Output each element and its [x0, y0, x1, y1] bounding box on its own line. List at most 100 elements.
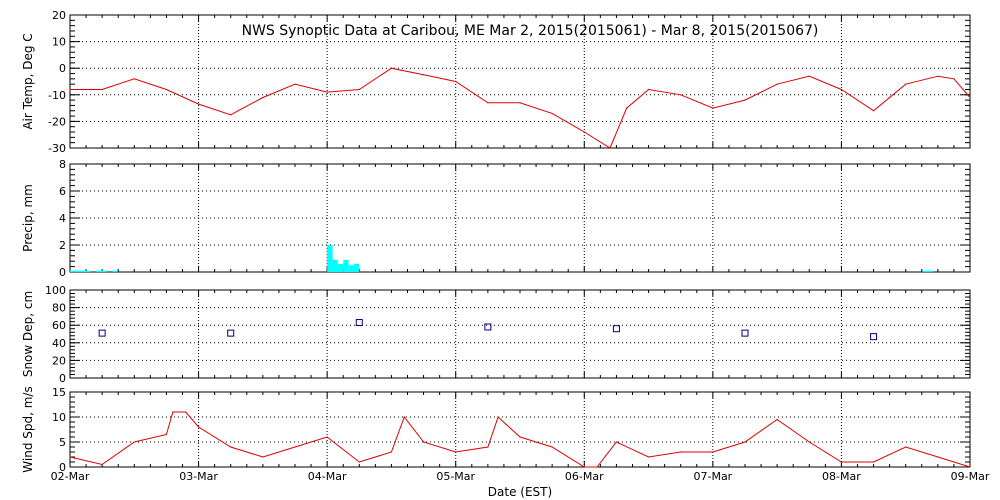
snow-depth-point: [484, 323, 492, 331]
data-point: [101, 463, 103, 466]
data-point: [69, 456, 71, 458]
snow-depth-point: [741, 329, 749, 337]
data-point: [808, 441, 810, 443]
data-point: [872, 461, 875, 463]
data-point: [872, 110, 875, 112]
data-point: [596, 466, 598, 468]
data-point: [905, 446, 907, 448]
data-point: [390, 451, 393, 453]
data-point: [230, 446, 232, 448]
data-point: [680, 451, 682, 453]
snow-depth-point: [355, 319, 363, 327]
x-axis-label: Date (EST): [488, 485, 552, 499]
data-point: [615, 441, 618, 443]
data-point: [487, 446, 489, 448]
y-axis-label: Snow Dep, cm: [21, 291, 35, 377]
data-point: [422, 74, 425, 76]
data-point: [712, 107, 714, 109]
data-point: [358, 88, 360, 91]
data-point: [455, 451, 457, 453]
data-point: [133, 78, 135, 80]
data-point: [744, 99, 746, 101]
data-point: [776, 418, 778, 421]
panel-4: 0 5 10 15 Wind Spd, m/s: [21, 386, 971, 474]
y-tick-label: 40: [52, 337, 66, 350]
data-point: [647, 456, 650, 458]
y-tick-label: 0: [59, 372, 66, 385]
data-point: [172, 411, 174, 413]
data-point: [294, 446, 296, 448]
x-tick-label: 07-Mar: [693, 470, 732, 483]
data-point: [609, 147, 611, 149]
data-point: [133, 441, 135, 443]
data-point: [294, 83, 296, 85]
snow-depth-point: [98, 329, 106, 337]
data-point: [403, 416, 405, 418]
data-point: [487, 102, 489, 104]
data-point: [197, 103, 200, 105]
precip-bar: [922, 270, 933, 272]
data-point: [969, 96, 971, 99]
y-tick-label: 20: [52, 9, 66, 22]
series-line: [70, 67, 971, 149]
y-tick-label: 2: [59, 239, 66, 252]
snow-depth-point: [870, 333, 878, 341]
data-point: [744, 441, 746, 443]
panel-2: 0 2 4 6 8 Precip, mm: [21, 158, 971, 279]
y-tick-label: 8: [59, 158, 66, 171]
panel-frame: [69, 289, 971, 379]
data-point: [953, 78, 955, 80]
precip-bar: [353, 263, 360, 272]
y-axis-label: Air Temp, Deg C: [21, 33, 35, 129]
data-point: [626, 107, 628, 109]
precip-bar: [70, 270, 91, 272]
x-tick-label: 08-Mar: [822, 470, 861, 483]
x-tick-label: 06-Mar: [565, 470, 604, 483]
data-point: [69, 88, 71, 91]
data-point: [197, 426, 200, 428]
precip-bar: [112, 270, 118, 272]
x-tick-label: 03-Mar: [179, 470, 218, 483]
panels-group: -30 -20 -10 0 10 20 Air Temp, Deg C 0 2 4 6 8 Precip…: [21, 9, 990, 483]
data-point: [326, 91, 328, 93]
panel-1: -30 -20 -10 0 10 20 Air Temp, Deg C: [21, 9, 971, 155]
data-point: [230, 114, 232, 116]
data-point: [497, 416, 499, 418]
data-point: [712, 451, 714, 453]
data-point: [390, 67, 393, 69]
precip-bar: [348, 265, 354, 272]
data-point: [969, 466, 971, 468]
data-point: [101, 88, 103, 91]
y-tick-label: 60: [52, 319, 66, 332]
data-point: [262, 456, 264, 458]
x-tick-label: 09-Mar: [951, 470, 990, 483]
snow-depth-point: [612, 325, 620, 333]
data-point: [185, 411, 187, 413]
data-point: [326, 436, 328, 438]
data-point: [262, 96, 264, 99]
precip-bar: [337, 263, 344, 272]
y-tick-label: 10: [52, 36, 66, 49]
y-tick-label: 20: [52, 354, 66, 367]
data-point: [937, 75, 939, 77]
precip-bar: [332, 259, 338, 272]
data-point: [583, 131, 585, 133]
data-point: [840, 461, 843, 463]
y-tick-label: 80: [52, 302, 66, 315]
y-tick-label: -20: [48, 115, 66, 128]
y-axis-label: Precip, mm: [21, 184, 35, 252]
data-point: [583, 466, 585, 468]
data-point: [455, 80, 457, 83]
data-point: [647, 88, 650, 91]
panel-3: 0 20 40 60 80 100 Snow Dep, cm: [21, 284, 971, 385]
chart-title: NWS Synoptic Data at Caribou, ME Mar 2, …: [242, 23, 819, 39]
y-tick-label: -10: [48, 89, 66, 102]
data-point: [165, 433, 168, 436]
data-point: [937, 456, 939, 458]
y-tick-label: -30: [48, 142, 66, 155]
y-tick-label: 0: [59, 461, 66, 474]
data-point: [905, 83, 907, 85]
y-tick-label: 10: [52, 411, 66, 424]
data-point: [840, 88, 843, 91]
